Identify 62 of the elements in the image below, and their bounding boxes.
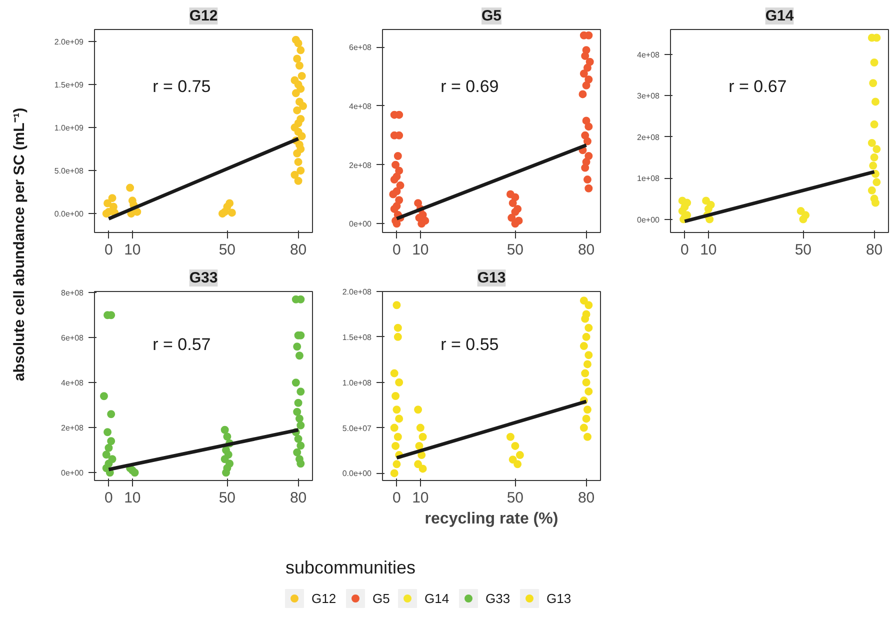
annotation: r = 0.75 <box>152 76 211 96</box>
x-tick-label: 0 <box>104 242 113 258</box>
legend-label: G14 <box>424 591 450 606</box>
y-tick-label: 1.5e+08 <box>342 332 372 342</box>
y-tick-label: 8e+08 <box>61 288 84 298</box>
x-tick-label: 80 <box>578 242 595 258</box>
y-tick-label: 1.0e+08 <box>342 378 372 388</box>
legend-label: G12 <box>312 591 336 606</box>
x-tick-label: 0 <box>392 490 401 506</box>
x-tick-label: 10 <box>412 490 429 506</box>
x-tick-label: 50 <box>794 242 812 258</box>
y-tick-label: 2e+08 <box>61 424 84 433</box>
y-tick-label: 6e+08 <box>61 334 84 343</box>
y-tick-label: 1.5e+09 <box>54 80 84 90</box>
y-tick-label: 4e+08 <box>349 102 372 111</box>
y-tick-label: 0e+00 <box>637 215 660 224</box>
chart-title: G5 <box>481 8 502 24</box>
y-tick-label: 0e+00 <box>61 468 84 478</box>
y-tick-label: 0.0e+00 <box>54 210 84 219</box>
x-tick-label: 0 <box>392 242 401 258</box>
x-tick-label: 80 <box>290 242 307 258</box>
x-tick-label: 10 <box>124 242 141 258</box>
x-axis-title: recycling rate (%) <box>424 510 558 528</box>
x-tick-label: 10 <box>412 242 429 258</box>
x-tick-label: 50 <box>506 490 524 506</box>
x-tick-label: 0 <box>104 490 113 506</box>
x-tick-label: 50 <box>218 242 236 258</box>
chart-title: G12 <box>189 8 218 24</box>
y-tick-label: 5.0e+08 <box>54 166 84 176</box>
annotation: r = 0.57 <box>152 334 211 354</box>
x-tick-label: 50 <box>218 490 236 506</box>
y-tick-label: 2.0e+08 <box>342 288 372 296</box>
y-tick-label: 2e+08 <box>349 160 372 170</box>
x-tick-label: 80 <box>578 490 595 506</box>
y-tick-label: 2.0e+09 <box>54 38 84 47</box>
chart-title: G14 <box>765 8 794 24</box>
y-tick-label: 4e+08 <box>61 378 84 388</box>
legend-label: G33 <box>486 591 510 606</box>
legend-label: G13 <box>546 591 572 606</box>
y-tick-label: 0.0e+00 <box>342 469 372 478</box>
y-tick-label: 4e+08 <box>637 50 660 60</box>
x-tick-label: 10 <box>124 490 141 506</box>
annotation: r = 0.55 <box>440 334 499 354</box>
y-tick-label: 1e+08 <box>637 174 660 184</box>
x-tick-label: 80 <box>290 490 307 506</box>
legend-title: subcommunities <box>286 558 416 578</box>
annotation: r = 0.67 <box>728 76 787 96</box>
x-tick-label: 10 <box>700 242 717 258</box>
y-tick-label: 3e+08 <box>637 92 660 101</box>
y-tick-label: 5.0e+07 <box>342 424 372 433</box>
x-tick-label: 50 <box>506 242 524 258</box>
annotation: r = 0.69 <box>440 76 499 96</box>
y-tick-label: 1.0e+09 <box>54 124 84 133</box>
legend-label: G5 <box>372 591 390 606</box>
y-tick-label: 2e+08 <box>637 132 660 142</box>
y-tick-label: 6e+08 <box>349 43 372 52</box>
x-tick-label: 0 <box>680 242 689 258</box>
x-tick-label: 80 <box>866 242 883 258</box>
chart-title: G33 <box>189 270 218 286</box>
y-axis-title: absolute cell abundance per SC (mL⁻¹) <box>11 108 28 382</box>
y-tick-label: 0e+00 <box>349 220 372 229</box>
chart-title: G13 <box>477 270 506 286</box>
